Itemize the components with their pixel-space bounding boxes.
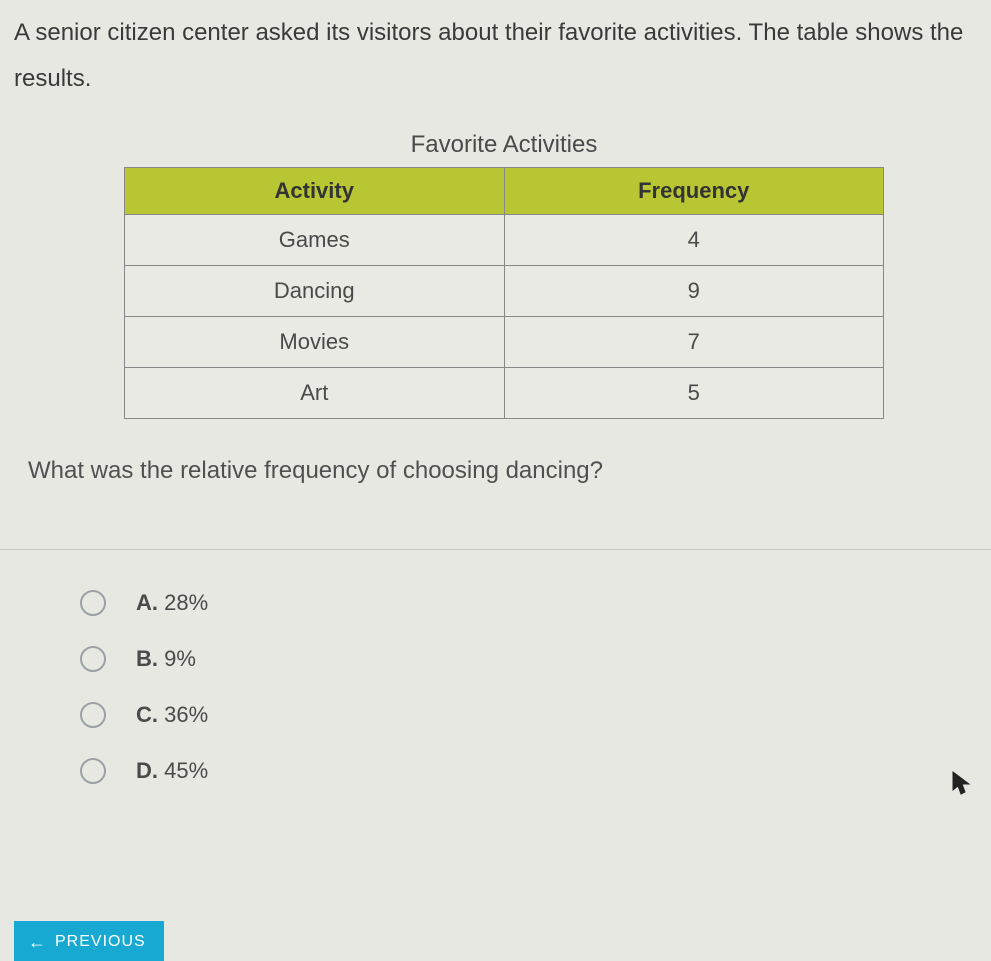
cell-frequency: 9 (504, 266, 884, 317)
answer-option-b[interactable]: B. 9% (80, 646, 991, 672)
answer-label: D. 45% (136, 758, 208, 784)
arrow-left-icon: ← (28, 933, 47, 951)
followup-question: What was the relative frequency of choos… (28, 457, 971, 485)
cell-activity: Movies (125, 317, 505, 368)
cell-frequency: 7 (504, 317, 884, 368)
radio-icon (80, 590, 106, 616)
answer-label: B. 9% (136, 646, 196, 672)
radio-icon (80, 702, 106, 728)
table-row: Movies 7 (125, 317, 884, 368)
cell-frequency: 4 (504, 215, 884, 266)
table-row: Dancing 9 (125, 266, 884, 317)
column-header-activity: Activity (125, 168, 505, 215)
cell-activity: Dancing (125, 266, 505, 317)
cell-activity: Art (125, 368, 505, 419)
divider (0, 549, 991, 550)
answer-option-a[interactable]: A. 28% (80, 590, 991, 616)
radio-icon (80, 646, 106, 672)
cell-frequency: 5 (504, 368, 884, 419)
answer-list: A. 28% B. 9% C. 36% D. 45% (80, 590, 991, 784)
radio-icon (80, 758, 106, 784)
table-row: Art 5 (125, 368, 884, 419)
column-header-frequency: Frequency (504, 168, 884, 215)
answer-option-d[interactable]: D. 45% (80, 758, 991, 784)
table-title: Favorite Activities (124, 131, 884, 159)
previous-button[interactable]: ← PREVIOUS (14, 921, 164, 961)
question-area: A senior citizen center asked its visito… (0, 0, 991, 505)
previous-button-label: PREVIOUS (55, 933, 146, 951)
answer-label: A. 28% (136, 590, 208, 616)
cell-activity: Games (125, 215, 505, 266)
answer-option-c[interactable]: C. 36% (80, 702, 991, 728)
frequency-table-wrap: Favorite Activities Activity Frequency G… (124, 131, 884, 419)
answer-label: C. 36% (136, 702, 208, 728)
frequency-table: Activity Frequency Games 4 Dancing 9 Mov… (124, 167, 884, 419)
question-text: A senior citizen center asked its visito… (14, 10, 971, 101)
table-row: Games 4 (125, 215, 884, 266)
